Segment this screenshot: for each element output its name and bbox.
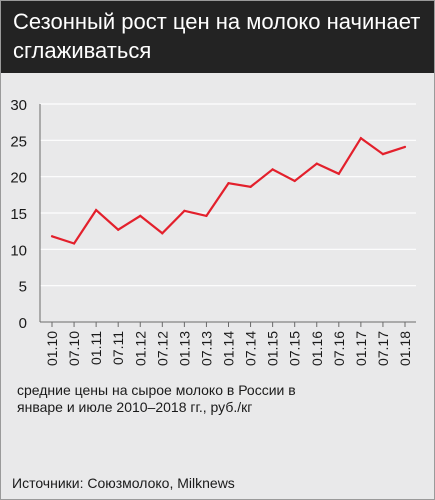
y-tick-label: 20 [10,170,27,187]
x-tick-label: 07.13 [198,331,214,366]
x-tick-label: 01.15 [265,331,281,366]
data-point [271,168,274,171]
y-tick-label: 0 [19,315,27,332]
x-tick-label: 07.12 [154,331,170,366]
y-tick-labels: 0 5 10 15 20 25 30 [10,97,27,332]
source-note: Источники: Союзмолоко, Milknews [12,475,235,491]
x-tick-label: 01.17 [353,331,369,366]
data-point [50,235,54,238]
data-point [337,172,340,175]
data-point [117,228,120,231]
data-point [139,214,142,218]
x-tick-label: 07.15 [287,331,303,366]
data-point [95,208,98,212]
data-point [293,179,296,183]
x-tick-label: 01.11 [88,331,104,365]
chart-caption: средние цены на сырое молоко в России в … [17,382,296,415]
series-layer [50,136,407,245]
x-tick-label: 07.16 [331,331,347,366]
data-point [315,162,318,165]
data-point [227,182,230,185]
x-tick-label: 01.14 [221,331,237,366]
y-tick-label: 5 [19,279,27,296]
data-point [72,242,76,245]
y-tick-label: 15 [10,206,27,223]
line-chart: 0 5 10 15 20 25 30 01.10 07.10 01.11 07.11 01.12 07… [10,97,416,366]
x-tick-label: 01.16 [309,331,325,366]
data-point [183,209,186,212]
y-tick-label: 30 [10,97,27,114]
grid-lines [40,103,416,287]
x-tick-label: 07.14 [243,331,259,366]
y-tick-label: 25 [10,133,27,150]
data-point [403,145,407,148]
series-line [51,136,406,245]
x-tick-label: 01.18 [397,331,413,366]
y-tick-label: 10 [10,242,27,259]
x-tick-labels: 01.10 07.10 01.11 07.11 01.12 07.12 01.13 07.13… [44,331,413,366]
x-tick-label: 07.10 [66,331,82,366]
data-point [161,232,164,235]
axes [39,104,416,327]
x-tick-label: 01.12 [132,331,148,366]
x-tick-label: 07.17 [375,331,391,366]
data-point [249,185,252,188]
title-bar: Сезонный рост цен на молоко начинает сгл… [1,1,434,73]
x-tick-label: 07.11 [110,331,126,365]
data-point [205,214,208,218]
chart-title: Сезонный рост цен на молоко начинает сгл… [13,9,421,63]
x-tick-label: 01.13 [176,331,192,366]
data-point [359,137,362,140]
data-point [381,153,385,156]
x-tick-label: 01.10 [44,331,60,366]
